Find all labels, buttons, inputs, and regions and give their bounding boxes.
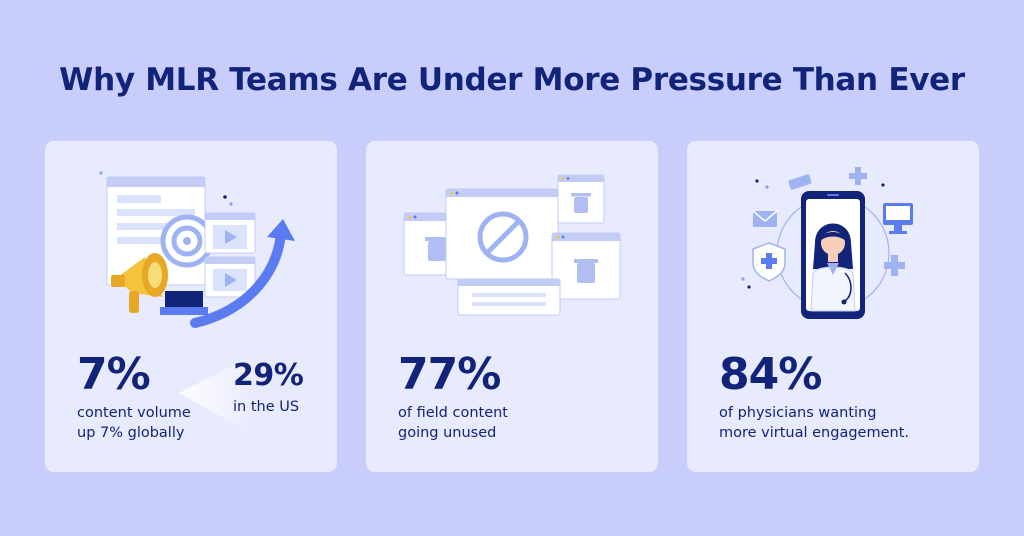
stat-description: of physicians wanting more virtual engag… <box>719 403 909 443</box>
blocked-content-icon <box>403 174 621 316</box>
stat-value: 77% <box>398 349 501 400</box>
stat-card-physicians: 84% of physicians wanting more virtual e… <box>687 141 979 472</box>
megaphone-content-icon <box>99 171 295 328</box>
stat-value: 84% <box>719 349 822 400</box>
virtual-physician-icon <box>741 167 913 319</box>
stat-description-line: up 7% globally <box>77 425 185 441</box>
left-arrow-icon <box>179 353 257 437</box>
stat-card-content-volume: 7% content volume up 7% globally 29% in … <box>45 141 337 472</box>
stat-description: of field content going unused <box>398 403 508 443</box>
stat-description-line: more virtual engagement. <box>719 425 909 441</box>
page-title: Why MLR Teams Are Under More Pressure Th… <box>59 62 965 98</box>
stat-description-line: content volume <box>77 405 191 421</box>
stat-description: content volume up 7% globally <box>77 403 191 443</box>
secondary-stat-value: 29% <box>233 358 304 393</box>
stat-description-line: of field content <box>398 405 508 421</box>
stat-description-line: going unused <box>398 425 497 441</box>
stat-description-line: of physicians wanting <box>719 405 877 421</box>
stat-card-field-content: 77% of field content going unused <box>366 141 658 472</box>
secondary-stat-description: in the US <box>233 399 300 415</box>
stat-value: 7% <box>77 349 151 400</box>
